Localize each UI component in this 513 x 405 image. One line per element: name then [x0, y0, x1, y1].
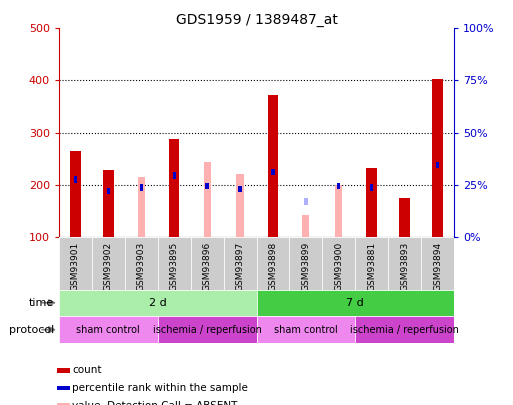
Text: sham control: sham control	[274, 325, 338, 335]
Bar	[191, 237, 224, 290]
Bar	[366, 168, 377, 237]
Bar	[107, 188, 110, 194]
Bar	[399, 198, 410, 237]
Text: GSM93898: GSM93898	[268, 242, 278, 292]
Bar	[70, 151, 81, 237]
Bar	[92, 237, 125, 290]
Bar	[432, 79, 443, 237]
Bar	[256, 237, 289, 290]
Bar	[355, 237, 388, 290]
Bar	[236, 174, 244, 237]
Bar	[304, 198, 307, 205]
Bar	[59, 237, 92, 290]
Text: GSM93899: GSM93899	[301, 242, 310, 292]
Bar	[206, 183, 209, 190]
Bar	[302, 215, 309, 237]
Bar	[158, 237, 191, 290]
Bar	[57, 368, 69, 373]
Title: GDS1959 / 1389487_at: GDS1959 / 1389487_at	[175, 13, 338, 27]
Bar	[224, 237, 256, 290]
Bar	[140, 184, 143, 190]
Text: GSM93897: GSM93897	[235, 242, 245, 292]
Bar	[337, 183, 341, 189]
Text: count: count	[72, 365, 102, 375]
Bar	[436, 162, 439, 168]
Text: percentile rank within the sample: percentile rank within the sample	[72, 383, 248, 393]
Text: GSM93902: GSM93902	[104, 242, 113, 291]
Bar	[59, 316, 158, 343]
Bar	[204, 162, 211, 237]
Text: GSM93895: GSM93895	[170, 242, 179, 292]
Bar	[158, 316, 256, 343]
Bar	[289, 237, 322, 290]
Bar	[256, 316, 355, 343]
Text: GSM93881: GSM93881	[367, 242, 376, 292]
Bar	[370, 184, 373, 190]
Text: 2 d: 2 d	[149, 298, 167, 308]
Bar	[239, 186, 242, 192]
Bar	[271, 168, 274, 175]
Bar	[268, 95, 278, 237]
Bar	[137, 177, 145, 237]
Bar	[57, 403, 69, 405]
Bar	[388, 237, 421, 290]
Text: time: time	[29, 298, 54, 308]
Bar	[421, 237, 454, 290]
Text: 7 d: 7 d	[346, 298, 364, 308]
Bar	[57, 386, 69, 390]
Bar	[74, 177, 77, 183]
Text: GSM93896: GSM93896	[203, 242, 212, 292]
Text: GSM93901: GSM93901	[71, 242, 80, 292]
Bar	[59, 290, 256, 316]
Bar	[322, 237, 355, 290]
Bar	[335, 185, 342, 237]
Text: value, Detection Call = ABSENT: value, Detection Call = ABSENT	[72, 401, 238, 405]
Bar	[355, 316, 454, 343]
Bar	[125, 237, 158, 290]
Text: sham control: sham control	[76, 325, 140, 335]
Bar	[169, 139, 180, 237]
Text: ischemia / reperfusion: ischemia / reperfusion	[153, 325, 262, 335]
Bar	[256, 290, 454, 316]
Text: GSM93903: GSM93903	[137, 242, 146, 292]
Text: GSM93893: GSM93893	[400, 242, 409, 292]
Bar	[103, 170, 114, 237]
Text: GSM93894: GSM93894	[433, 242, 442, 291]
Text: protocol: protocol	[9, 325, 54, 335]
Bar	[172, 172, 176, 179]
Text: GSM93900: GSM93900	[334, 242, 343, 292]
Text: ischemia / reperfusion: ischemia / reperfusion	[350, 325, 459, 335]
